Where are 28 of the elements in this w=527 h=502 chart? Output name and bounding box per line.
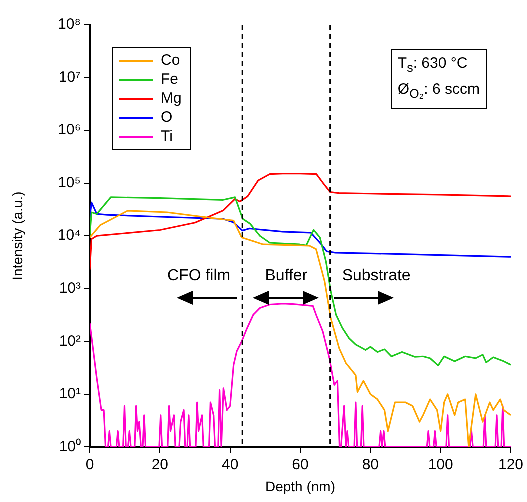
y-tick-label: 10⁰ (59, 438, 81, 456)
y-tick-label: 10⁴ (58, 227, 81, 244)
annotation: CFO film (168, 268, 231, 285)
annotation: T$_{s}$: 630 °C (398, 54, 469, 77)
y-tick-label: 10³ (59, 280, 81, 298)
y-axis-title: Intensity (a.u.) (9, 192, 26, 280)
x-axis-title: Depth (nm) (265, 478, 336, 494)
annotation: Ø$_{O₂}$: 6 sccm (398, 80, 480, 103)
y-tick-label: 10⁷ (58, 68, 81, 86)
x-tick-label: 60 (292, 456, 309, 474)
x-tick-label: 0 (86, 456, 94, 474)
legend-label: O (161, 108, 173, 127)
y-tick-label: 10¹ (59, 386, 81, 403)
y-tick-label: 10² (59, 332, 81, 350)
legend-label: Co (161, 51, 180, 70)
y-tick-label: 10⁵ (58, 174, 81, 192)
legend-label: Mg (161, 89, 182, 108)
x-tick-label: 40 (222, 456, 239, 474)
y-tick-label: 10⁸ (58, 16, 81, 34)
annotation: Buffer (265, 268, 308, 285)
x-tick-label: 120 (498, 456, 524, 474)
legend-label: Fe (161, 70, 179, 89)
legend-label: Ti (161, 127, 173, 146)
x-tick-label: 100 (428, 456, 454, 474)
x-tick-label: 20 (152, 456, 169, 474)
y-tick-label: 10⁶ (58, 122, 81, 139)
annotation: Substrate (342, 268, 411, 285)
x-tick-label: 80 (362, 456, 380, 474)
